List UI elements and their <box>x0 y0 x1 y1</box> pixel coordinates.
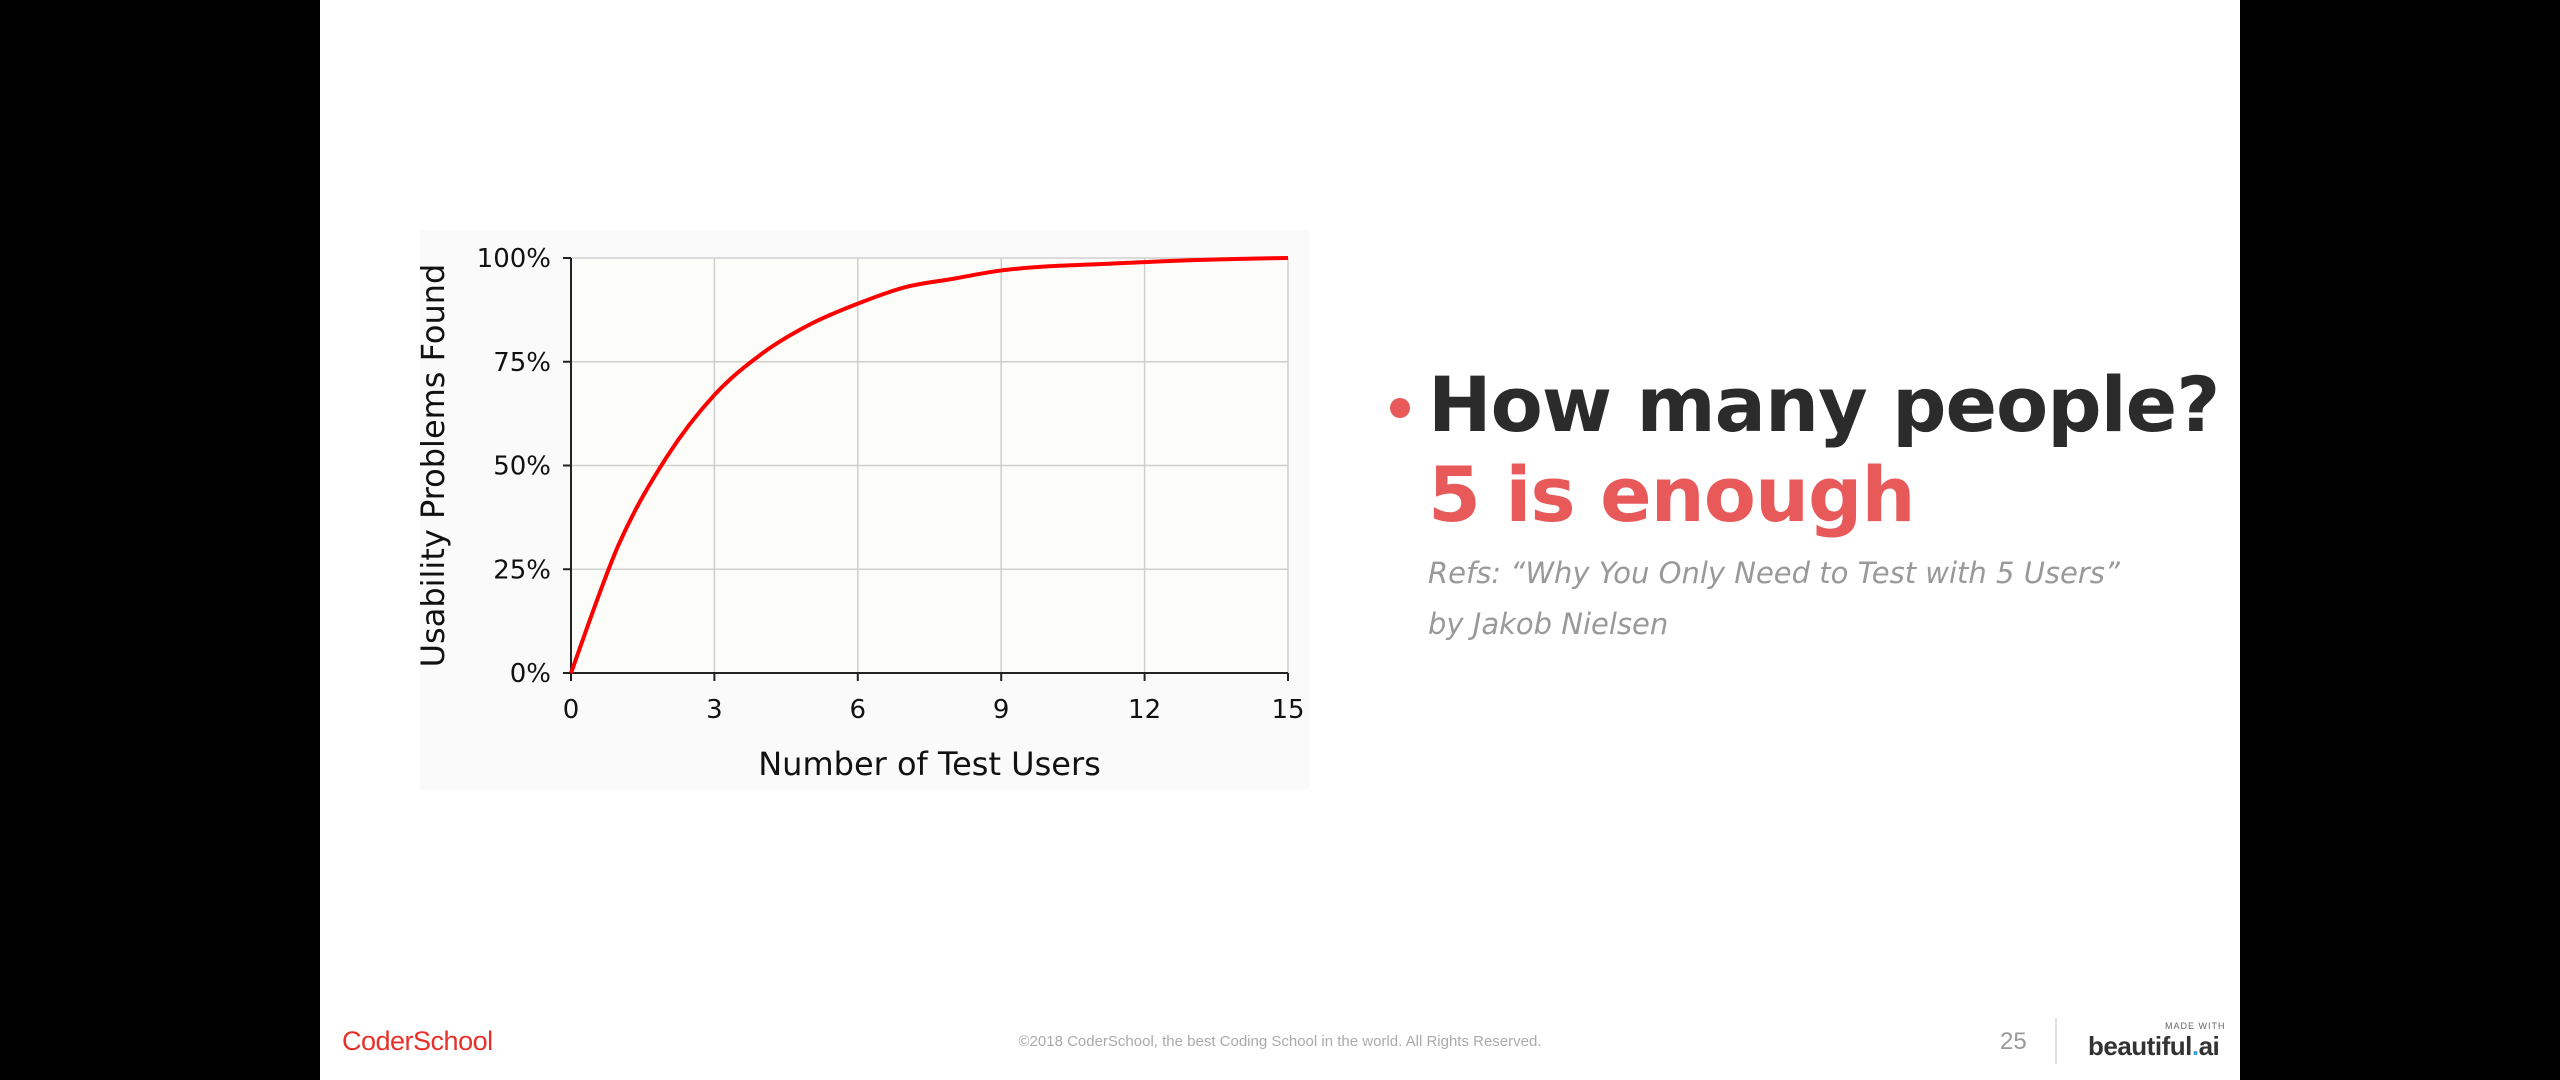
y-tick-label: 50% <box>493 452 551 482</box>
made-with-label: MADE WITH <box>2165 1021 2226 1031</box>
y-tick-label: 0% <box>510 659 551 689</box>
subheadline: 5 is enough <box>1428 450 1916 539</box>
reference-line-2: by Jakob Nielsen <box>1428 607 1669 641</box>
x-tick-label: 15 <box>1271 695 1304 725</box>
x-axis-title: Number of Test Users <box>758 745 1101 783</box>
x-tick-label: 12 <box>1128 695 1161 725</box>
x-tick-label: 6 <box>850 695 867 725</box>
beautiful-ai-logo[interactable]: beautiful.ai <box>2088 1031 2220 1062</box>
copyright-text: ©2018 CoderSchool, the best Coding Schoo… <box>1018 1033 1542 1050</box>
page-number: 25 <box>2000 1028 2027 1055</box>
logo-suffix: ai <box>2198 1031 2220 1061</box>
x-tick-label: 3 <box>706 695 723 725</box>
usability-chart: 0 3 6 9 12 15 0% 25% 50% 75% 100% Number of Test Us… <box>420 230 1310 790</box>
chart-svg: 0 3 6 9 12 15 0% 25% 50% 75% 100% Number of Test Us… <box>420 244 1305 783</box>
reference-line-1: Refs: “Why You Only Need to Test with 5 … <box>1428 556 2120 590</box>
coderschool-logo: CoderSchool <box>342 1026 493 1056</box>
slide: 0 3 6 9 12 15 0% 25% 50% 75% 100% Number of Test Us… <box>320 0 2240 1080</box>
footer-divider <box>2055 1018 2057 1064</box>
y-tick-label: 75% <box>493 348 551 378</box>
y-tick-label: 100% <box>477 244 551 274</box>
logo-text: beautiful <box>2088 1031 2192 1061</box>
bullet-dot-icon <box>1390 398 1410 418</box>
series-line <box>569 256 1289 674</box>
y-tick-label: 25% <box>493 555 551 585</box>
x-tick-label: 9 <box>993 695 1010 725</box>
x-tick-label: 0 <box>563 695 580 725</box>
y-axis-title: Usability Problems Found <box>420 264 452 668</box>
headline: How many people? <box>1428 360 2220 449</box>
logo-dot: . <box>2191 1031 2199 1061</box>
